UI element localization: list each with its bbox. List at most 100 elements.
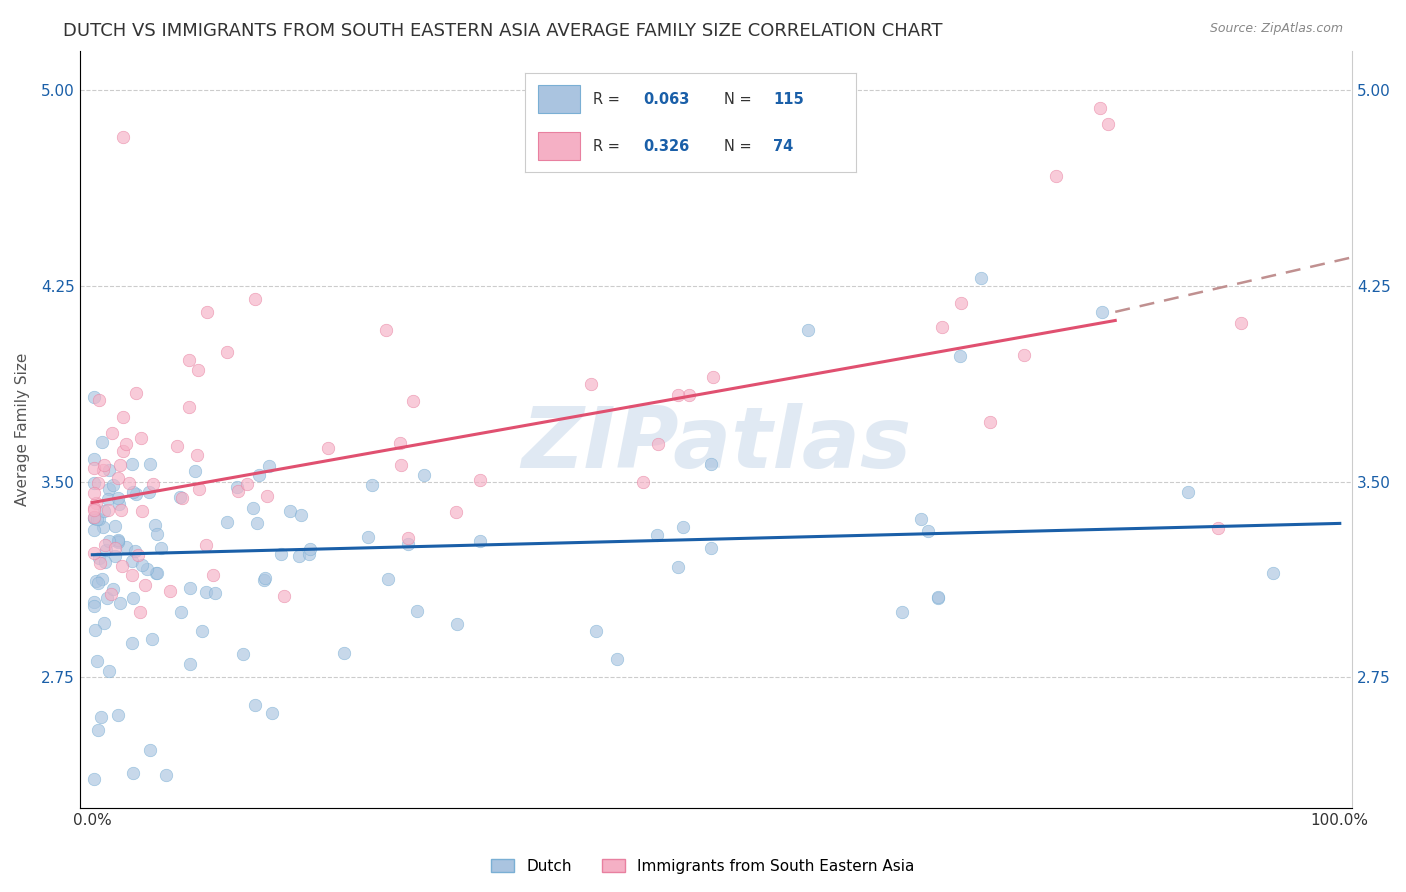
Point [446,616,468,631]
Point [1088,101,1111,115]
Point [290,508,312,523]
Point [115,540,138,554]
Point [253,571,276,585]
Point [361,478,384,492]
Point [101,582,124,597]
Point [1012,348,1035,362]
Point [97,502,120,516]
Point [83,623,105,637]
Point [287,549,309,564]
Point [122,591,145,606]
Point [83,511,105,525]
Point [121,766,143,780]
Point [242,501,264,516]
Point [169,490,191,504]
Point [377,572,399,586]
Point [187,363,209,377]
Point [1091,305,1114,319]
Point [104,541,127,556]
Point [93,458,115,472]
Point [121,568,143,582]
Point [101,478,124,492]
Point [83,523,105,537]
Point [253,573,276,587]
Legend: Dutch, Immigrants from South Eastern Asia: Dutch, Immigrants from South Eastern Asi… [485,853,921,880]
Point [83,390,105,404]
Point [606,652,628,666]
Point [375,323,398,337]
Point [83,595,105,609]
Point [83,510,105,524]
Point [204,586,226,600]
Point [96,591,118,605]
Point [90,710,112,724]
Point [86,496,108,510]
Point [86,654,108,668]
Point [145,566,167,581]
Point [121,554,143,568]
Point [97,492,120,507]
Point [257,458,280,473]
Point [579,376,602,391]
Point [83,509,105,524]
Point [260,706,283,720]
Point [118,475,141,490]
Point [177,353,200,368]
Point [470,473,492,487]
Point [121,636,143,650]
Point [979,415,1001,429]
Point [191,624,214,639]
Point [949,295,972,310]
Point [243,698,266,712]
Point [357,530,380,544]
Point [86,512,108,526]
Point [668,560,690,574]
Point [107,471,129,485]
Point [672,520,695,534]
Point [125,386,148,401]
Point [702,370,724,384]
Point [138,457,160,471]
Point [83,772,105,787]
Point [247,467,270,482]
Point [927,591,949,605]
Point [927,591,949,605]
Point [891,605,914,619]
Point [100,587,122,601]
Point [93,520,115,534]
Point [700,541,723,555]
Point [215,345,238,359]
Point [149,541,172,556]
Point [107,533,129,547]
Point [159,583,181,598]
Point [166,439,188,453]
Point [136,562,159,576]
Point [91,463,114,477]
Point [1230,317,1253,331]
Point [83,501,105,516]
Point [98,534,121,549]
Point [910,512,932,526]
Point [142,477,165,491]
Point [270,547,292,561]
Point [86,576,108,591]
Point [83,546,105,560]
Point [101,425,124,440]
Point [93,615,115,630]
Point [143,517,166,532]
Point [412,468,434,483]
Point [396,537,419,551]
Point [97,463,120,477]
Point [389,458,412,472]
Point [298,547,321,561]
Point [273,589,295,603]
Point [139,743,162,757]
Point [316,441,339,455]
Point [94,543,117,558]
Point [917,524,939,539]
Point [186,448,208,462]
Point [131,558,153,572]
Point [645,528,668,542]
Point [127,549,149,563]
Text: Source: ZipAtlas.com: Source: ZipAtlas.com [1209,22,1343,36]
